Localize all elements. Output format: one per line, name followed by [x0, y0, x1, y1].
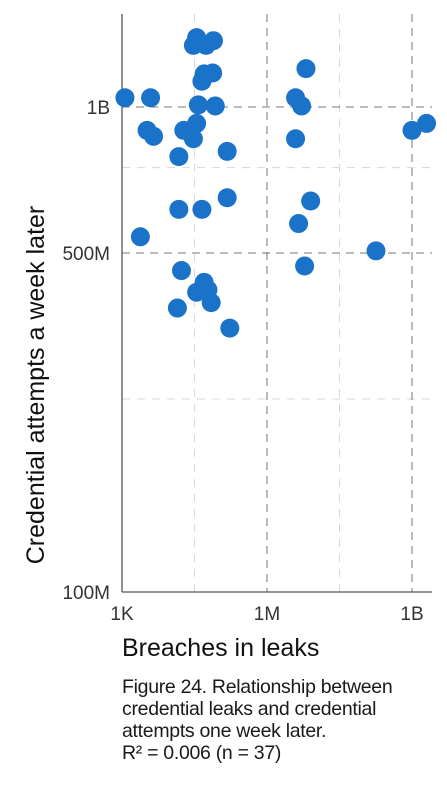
x-tick-label: 1M — [254, 604, 280, 625]
data-point — [295, 256, 315, 276]
data-point — [192, 199, 212, 219]
data-point — [366, 241, 386, 261]
y-tick-label: 500M — [62, 244, 110, 265]
data-point — [296, 59, 316, 79]
x-tick-label: 1K — [110, 604, 134, 625]
data-point — [286, 129, 306, 149]
x-tick-label: 1B — [400, 604, 423, 625]
caption-line: R² = 0.006 (n = 37) — [122, 742, 282, 764]
data-point — [169, 147, 189, 167]
data-point — [301, 191, 321, 211]
figure-caption: Figure 24. Relationship between credenti… — [122, 676, 447, 764]
data-point — [201, 293, 221, 313]
data-point — [187, 282, 207, 302]
y-tick-label: 1B — [87, 98, 110, 119]
data-point — [141, 88, 161, 108]
y-tick-label: 100M — [62, 583, 110, 604]
scatter-chart: 1K 1M 1B 100M 500M 1B Breaches in leaks Crede… — [22, 14, 437, 662]
data-point — [289, 214, 309, 234]
caption-line: Figure 24. Relationship between — [122, 676, 393, 698]
data-point — [205, 96, 225, 116]
data-point — [171, 261, 191, 281]
data-point — [417, 113, 437, 133]
data-point — [115, 88, 135, 108]
data-point — [192, 71, 212, 91]
data-point — [217, 141, 237, 161]
axes — [121, 14, 432, 593]
data-point — [130, 227, 150, 247]
caption-line: credential leaks and credential — [122, 698, 377, 720]
grid-lines — [122, 14, 432, 592]
data-points — [115, 28, 437, 338]
data-point — [188, 95, 208, 115]
tick-labels: 1K 1M 1B 100M 500M 1B — [62, 98, 423, 625]
data-point — [167, 298, 187, 318]
caption-line: attempts one week later. — [122, 720, 327, 742]
y-axis-label: Credential attempts a week later — [22, 206, 50, 565]
data-point — [183, 129, 203, 149]
data-point — [169, 199, 189, 219]
data-point — [402, 120, 422, 140]
data-point — [220, 318, 240, 338]
x-axis-label: Breaches in leaks — [122, 634, 319, 662]
data-point — [196, 35, 216, 55]
data-point — [217, 188, 237, 208]
data-point — [292, 96, 312, 116]
data-point — [144, 126, 164, 146]
